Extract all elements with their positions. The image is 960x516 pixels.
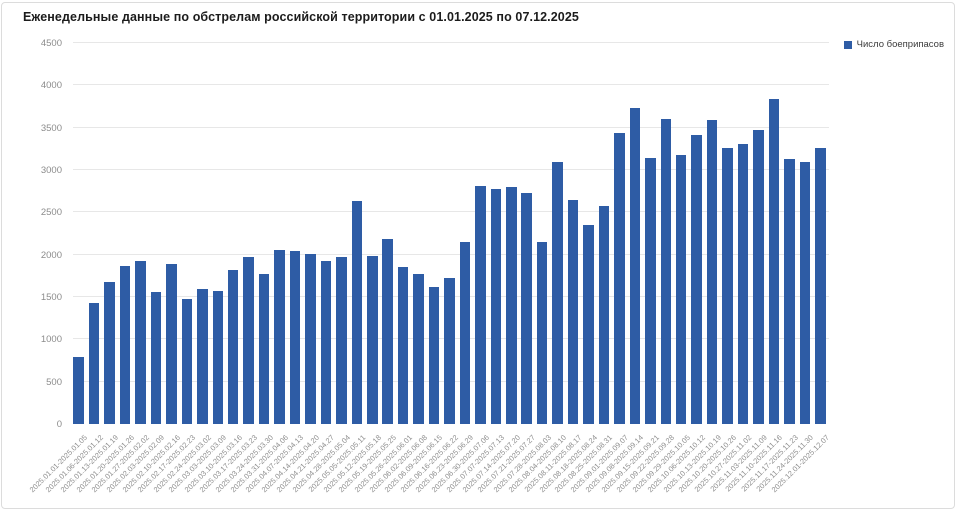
bar[interactable] — [258, 274, 270, 424]
bar[interactable] — [768, 98, 780, 424]
bar[interactable] — [506, 186, 517, 424]
bar[interactable] — [305, 253, 316, 424]
bar[interactable] — [413, 274, 424, 424]
bar[interactable] — [629, 108, 641, 424]
gridline — [73, 126, 829, 128]
bar[interactable] — [645, 158, 656, 424]
bar[interactable] — [552, 162, 563, 424]
bar[interactable] — [691, 135, 702, 424]
bar[interactable] — [119, 265, 131, 424]
bar[interactable] — [536, 241, 548, 424]
bar[interactable] — [104, 281, 115, 424]
bar[interactable] — [135, 261, 146, 424]
gridline — [73, 169, 829, 170]
bar[interactable] — [614, 132, 625, 424]
bar[interactable] — [289, 251, 301, 424]
bar[interactable] — [475, 186, 486, 424]
bar[interactable] — [197, 289, 208, 424]
y-tick-label: 1000 — [40, 334, 62, 346]
bar[interactable] — [444, 278, 455, 424]
gridline — [73, 211, 829, 213]
chart-card: Еженедельные данные по обстрелам российс… — [1, 2, 955, 509]
y-tick-label: 4500 — [40, 38, 62, 49]
chart-title: Еженедельные данные по обстрелам российс… — [23, 10, 579, 24]
bar[interactable] — [521, 192, 532, 424]
bar[interactable] — [336, 257, 347, 424]
y-tick-label: 0 — [56, 419, 62, 430]
bar[interactable] — [320, 261, 332, 424]
bar[interactable] — [675, 154, 687, 424]
gridline — [73, 253, 829, 255]
y-tick-label: 500 — [46, 376, 62, 388]
bar[interactable] — [181, 298, 193, 424]
y-tick-label: 4000 — [40, 80, 62, 92]
bar[interactable] — [737, 143, 749, 424]
bar[interactable] — [150, 291, 162, 424]
bar[interactable] — [706, 120, 718, 424]
legend-swatch-icon — [843, 40, 852, 49]
bar[interactable] — [567, 199, 579, 424]
bar[interactable] — [722, 148, 733, 424]
bar[interactable] — [382, 239, 393, 424]
y-tick-label: 3000 — [40, 165, 62, 176]
y-tick-label: 2000 — [40, 249, 62, 261]
x-axis-labels: 2025.01.01-2025.01.05 2025.01.06-2025.01.… — [28, 430, 831, 508]
bar[interactable] — [243, 257, 254, 424]
legend-item[interactable]: Число боеприпасов — [843, 39, 944, 50]
bar[interactable] — [799, 162, 811, 424]
plot-area: 0 500 1000 1500 2000 2500 3000 3500 4000 4500 — [41, 38, 829, 430]
y-tick-label: 3500 — [40, 122, 62, 134]
legend-label: Число боеприпасов — [856, 39, 944, 50]
gridline — [73, 42, 829, 43]
bar[interactable] — [660, 119, 672, 424]
bar[interactable] — [598, 205, 610, 424]
gridline — [73, 84, 829, 86]
bar[interactable] — [73, 357, 84, 424]
y-tick-label: 1500 — [40, 292, 62, 303]
bar[interactable] — [815, 148, 826, 424]
bar[interactable] — [753, 130, 764, 424]
bar[interactable] — [88, 302, 100, 424]
bar[interactable] — [397, 266, 409, 424]
bar[interactable] — [212, 291, 223, 424]
bar[interactable] — [367, 256, 378, 424]
bar[interactable] — [274, 249, 285, 424]
bar[interactable] — [459, 241, 471, 424]
bar[interactable] — [428, 286, 440, 424]
bar[interactable] — [490, 189, 502, 424]
bar[interactable] — [351, 201, 363, 424]
y-tick-label: 2500 — [40, 207, 62, 219]
bar[interactable] — [227, 269, 239, 424]
bar[interactable] — [583, 225, 594, 424]
bar[interactable] — [784, 159, 795, 424]
bar[interactable] — [166, 263, 177, 424]
